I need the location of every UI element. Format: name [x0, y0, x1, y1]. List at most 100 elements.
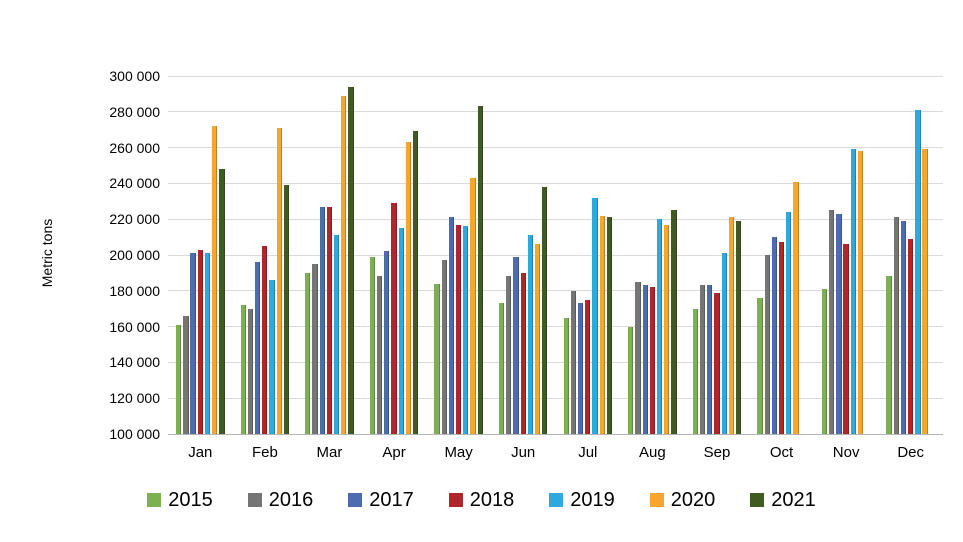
bar-2018-nov [843, 244, 849, 434]
bar-2020-mar [341, 95, 347, 434]
bar-2019-mar [334, 235, 340, 434]
bar-2021-feb [283, 185, 290, 434]
legend-label-2017: 2017 [369, 489, 414, 511]
bar-2018-mar [326, 206, 333, 434]
x-tick-label-may: May [444, 444, 473, 461]
bar-2015-aug [628, 326, 634, 434]
bar-2019-feb [269, 280, 275, 434]
bar-2019-may [463, 226, 469, 434]
bar-2017-apr [384, 251, 390, 434]
bar-2019-oct [786, 212, 792, 434]
bar-2016-dec [893, 217, 899, 434]
legend-label-2019: 2019 [570, 489, 615, 511]
bar-2017-oct [771, 237, 777, 434]
bar-2017-sep [707, 285, 713, 434]
gridline [168, 111, 943, 113]
bar-2017-mar [319, 206, 325, 434]
legend-swatch-2020 [649, 493, 664, 507]
bar-2019-jul [592, 197, 598, 434]
bar-2019-nov [850, 149, 856, 434]
gridline [168, 147, 943, 149]
x-tick-label-aug: Aug [639, 444, 666, 461]
bar-2021-jun [542, 186, 548, 434]
gridline [168, 290, 943, 292]
x-tick-label-jun: Jun [511, 444, 536, 461]
x-tick-label-feb: Feb [251, 444, 278, 461]
bar-2020-jun [534, 244, 541, 434]
bar-2018-jul [585, 299, 591, 434]
bar-2018-jun [520, 272, 526, 434]
bar-2020-nov [857, 151, 864, 434]
bar-2015-apr [369, 256, 376, 434]
bar-2015-nov [821, 289, 828, 434]
y-tick-label: 200 000 [109, 247, 160, 263]
bar-2021-sep [735, 220, 742, 434]
x-tick-labels: Jan Feb Mar Apr May Jun Jul Aug Sep Oct Nov Dec [168, 443, 943, 463]
y-tick-label: 180 000 [109, 282, 160, 299]
x-tick-label-dec: Dec [897, 444, 925, 461]
bar-2018-dec [908, 238, 914, 434]
bar-2015-sep [692, 308, 698, 434]
bar-2016-jul [570, 290, 577, 434]
legend-label-2021: 2021 [771, 489, 816, 511]
legend-item-2021: 2021 [750, 488, 816, 512]
bar-2015-oct [757, 297, 763, 434]
bar-2016-mar [312, 263, 318, 434]
y-tick-label: 220 000 [109, 211, 160, 228]
bar-2016-jan [183, 315, 189, 434]
x-tick-label-apr: Apr [382, 444, 406, 461]
bar-2015-dec [886, 276, 892, 434]
bar-2019-apr [398, 228, 404, 434]
bar-2021-mar [348, 86, 354, 434]
bar-2021-jan [219, 169, 225, 434]
bar-2018-oct [778, 242, 785, 434]
y-tick-label: 100 000 [109, 426, 160, 442]
legend-label-2015: 2015 [168, 489, 213, 511]
bar-2021-aug [671, 210, 677, 434]
bar-2021-jul [606, 217, 612, 434]
x-tick-label-jan: Jan [188, 444, 213, 461]
y-tick-label: 280 000 [109, 103, 160, 120]
legend-swatch-2021 [750, 493, 765, 507]
bar-2016-sep [699, 285, 706, 434]
x-tick-label-nov: Nov [832, 444, 860, 461]
bar-2017-feb [255, 262, 261, 434]
bar-2017-jan [190, 253, 196, 434]
bar-2020-jan [212, 126, 218, 434]
legend-swatch-2015 [147, 493, 162, 507]
legend-swatch-2019 [549, 493, 564, 507]
bar-2017-dec [900, 220, 907, 434]
y-tick-label: 140 000 [109, 354, 160, 371]
y-axis-title: Metric tons [39, 218, 55, 288]
x-tick-label-sep: Sep [703, 444, 731, 461]
bar-2020-aug [664, 224, 670, 434]
bar-2020-dec [922, 149, 928, 434]
gridline [168, 218, 943, 220]
bar-2018-feb [262, 246, 268, 434]
x-tick-label-mar: Mar [316, 444, 343, 461]
gridline [168, 75, 943, 77]
legend-item-2017: 2017 [348, 488, 414, 512]
legend-item-2019: 2019 [549, 488, 615, 512]
bar-2018-aug [649, 287, 655, 434]
bar-2019-aug [656, 219, 663, 434]
bar-2020-oct [793, 181, 799, 434]
legend-swatch-2018 [448, 493, 463, 507]
legend-item-2018: 2018 [448, 488, 514, 512]
y-tick-label: 260 000 [109, 139, 160, 156]
gridline [168, 361, 943, 363]
y-tick-label: 120 000 [109, 390, 160, 407]
bar-2016-jun [506, 276, 512, 434]
legend-label-2020: 2020 [670, 489, 716, 511]
bar-2021-may [477, 106, 483, 434]
y-tick-label: 160 000 [109, 318, 160, 335]
bar-2020-sep [728, 217, 734, 434]
bar-2019-sep [721, 253, 727, 434]
bar-2015-feb [240, 305, 246, 434]
bar-2020-apr [405, 142, 412, 434]
plot-area [168, 75, 943, 435]
bar-2017-jul [577, 303, 584, 434]
legend-item-2016: 2016 [247, 488, 313, 512]
legend: 2015 2016 2017 2018 2019 2020 2021 [0, 486, 963, 514]
